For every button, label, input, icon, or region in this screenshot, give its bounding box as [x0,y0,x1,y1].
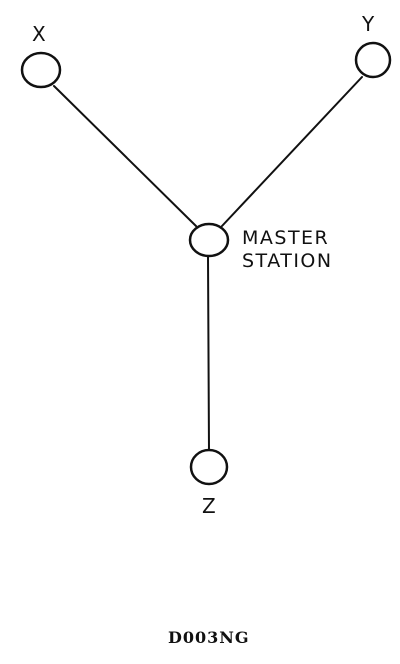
master-station-label-line1: MASTER [242,227,330,249]
node-y-label: Y [362,12,376,36]
node-z-label: Z [202,494,217,518]
node-y [354,41,392,79]
node-master-station [188,222,230,258]
edge-z-master [207,255,210,453]
edge-y-master [221,76,363,227]
figure-code: D003NG [168,628,250,647]
node-z [189,448,229,486]
node-x-label: X [32,22,47,46]
master-station-label-line2: STATION [242,250,333,272]
node-x [20,51,62,89]
edge-x-master [53,85,197,227]
master-station-label: MASTER STATION [242,227,333,273]
